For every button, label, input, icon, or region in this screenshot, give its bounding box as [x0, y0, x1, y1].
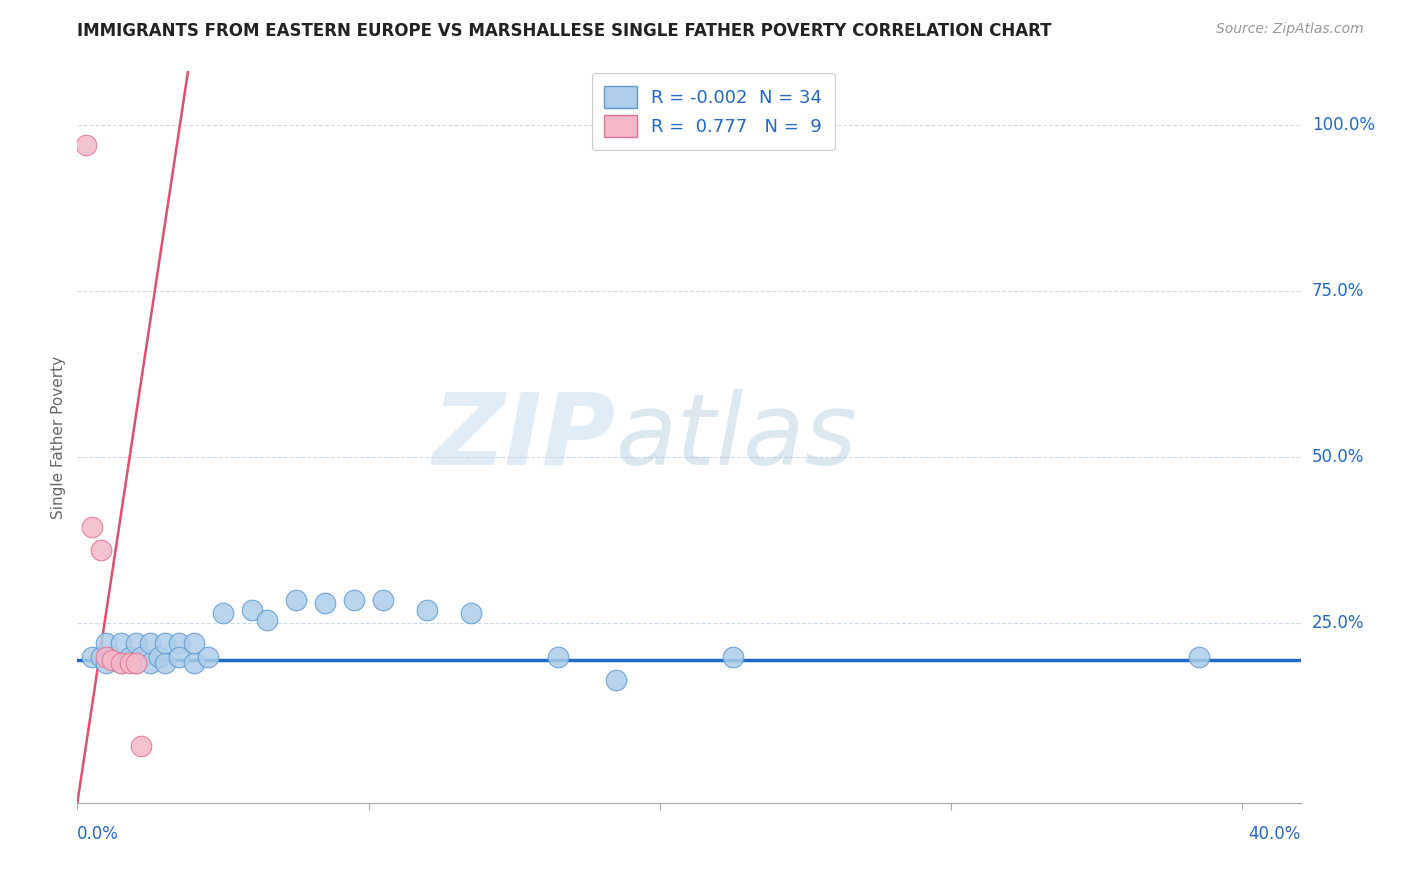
Point [124, 636, 146, 650]
Point [101, 653, 124, 667]
Point [139, 636, 162, 650]
Text: ZIP: ZIP [433, 389, 616, 485]
Point [721, 649, 744, 664]
Point [110, 656, 132, 670]
Point [153, 636, 176, 650]
Point [75, 137, 97, 152]
Point [183, 656, 205, 670]
Point [96, 649, 118, 664]
Point [101, 649, 124, 664]
Point [212, 607, 235, 621]
Point [547, 649, 569, 664]
Point [131, 649, 153, 664]
Point [118, 649, 141, 664]
Point [605, 673, 627, 687]
Point [124, 656, 146, 670]
Point [460, 607, 482, 621]
Text: 40.0%: 40.0% [1249, 825, 1301, 843]
Text: 0.0%: 0.0% [77, 825, 120, 843]
Point [90, 543, 112, 558]
Point [118, 656, 141, 670]
Point [343, 593, 366, 607]
Point [110, 636, 132, 650]
Point [90, 649, 112, 664]
Point [80, 649, 103, 664]
Text: 75.0%: 75.0% [1312, 282, 1364, 300]
Text: 25.0%: 25.0% [1312, 615, 1364, 632]
Point [124, 656, 146, 670]
Point [131, 739, 153, 754]
Point [169, 649, 191, 664]
Point [139, 656, 162, 670]
Point [183, 636, 205, 650]
Text: 100.0%: 100.0% [1312, 116, 1375, 134]
Point [1187, 649, 1209, 664]
Point [256, 613, 278, 627]
Point [80, 520, 103, 534]
Point [96, 656, 118, 670]
Point [416, 603, 439, 617]
Point [110, 656, 132, 670]
Point [96, 636, 118, 650]
Text: atlas: atlas [616, 389, 858, 485]
Text: IMMIGRANTS FROM EASTERN EUROPE VS MARSHALLESE SINGLE FATHER POVERTY CORRELATION : IMMIGRANTS FROM EASTERN EUROPE VS MARSHA… [77, 22, 1052, 40]
Point [314, 596, 336, 610]
Point [169, 636, 191, 650]
Point [371, 593, 394, 607]
Y-axis label: Single Father Poverty: Single Father Poverty [51, 356, 66, 518]
Point [240, 603, 263, 617]
Legend: R = -0.002  N = 34, R =  0.777   N =  9: R = -0.002 N = 34, R = 0.777 N = 9 [592, 73, 835, 150]
Text: 50.0%: 50.0% [1312, 448, 1364, 466]
Point [153, 656, 176, 670]
Point [197, 649, 219, 664]
Text: Source: ZipAtlas.com: Source: ZipAtlas.com [1216, 22, 1364, 37]
Point [148, 649, 170, 664]
Point [284, 593, 307, 607]
